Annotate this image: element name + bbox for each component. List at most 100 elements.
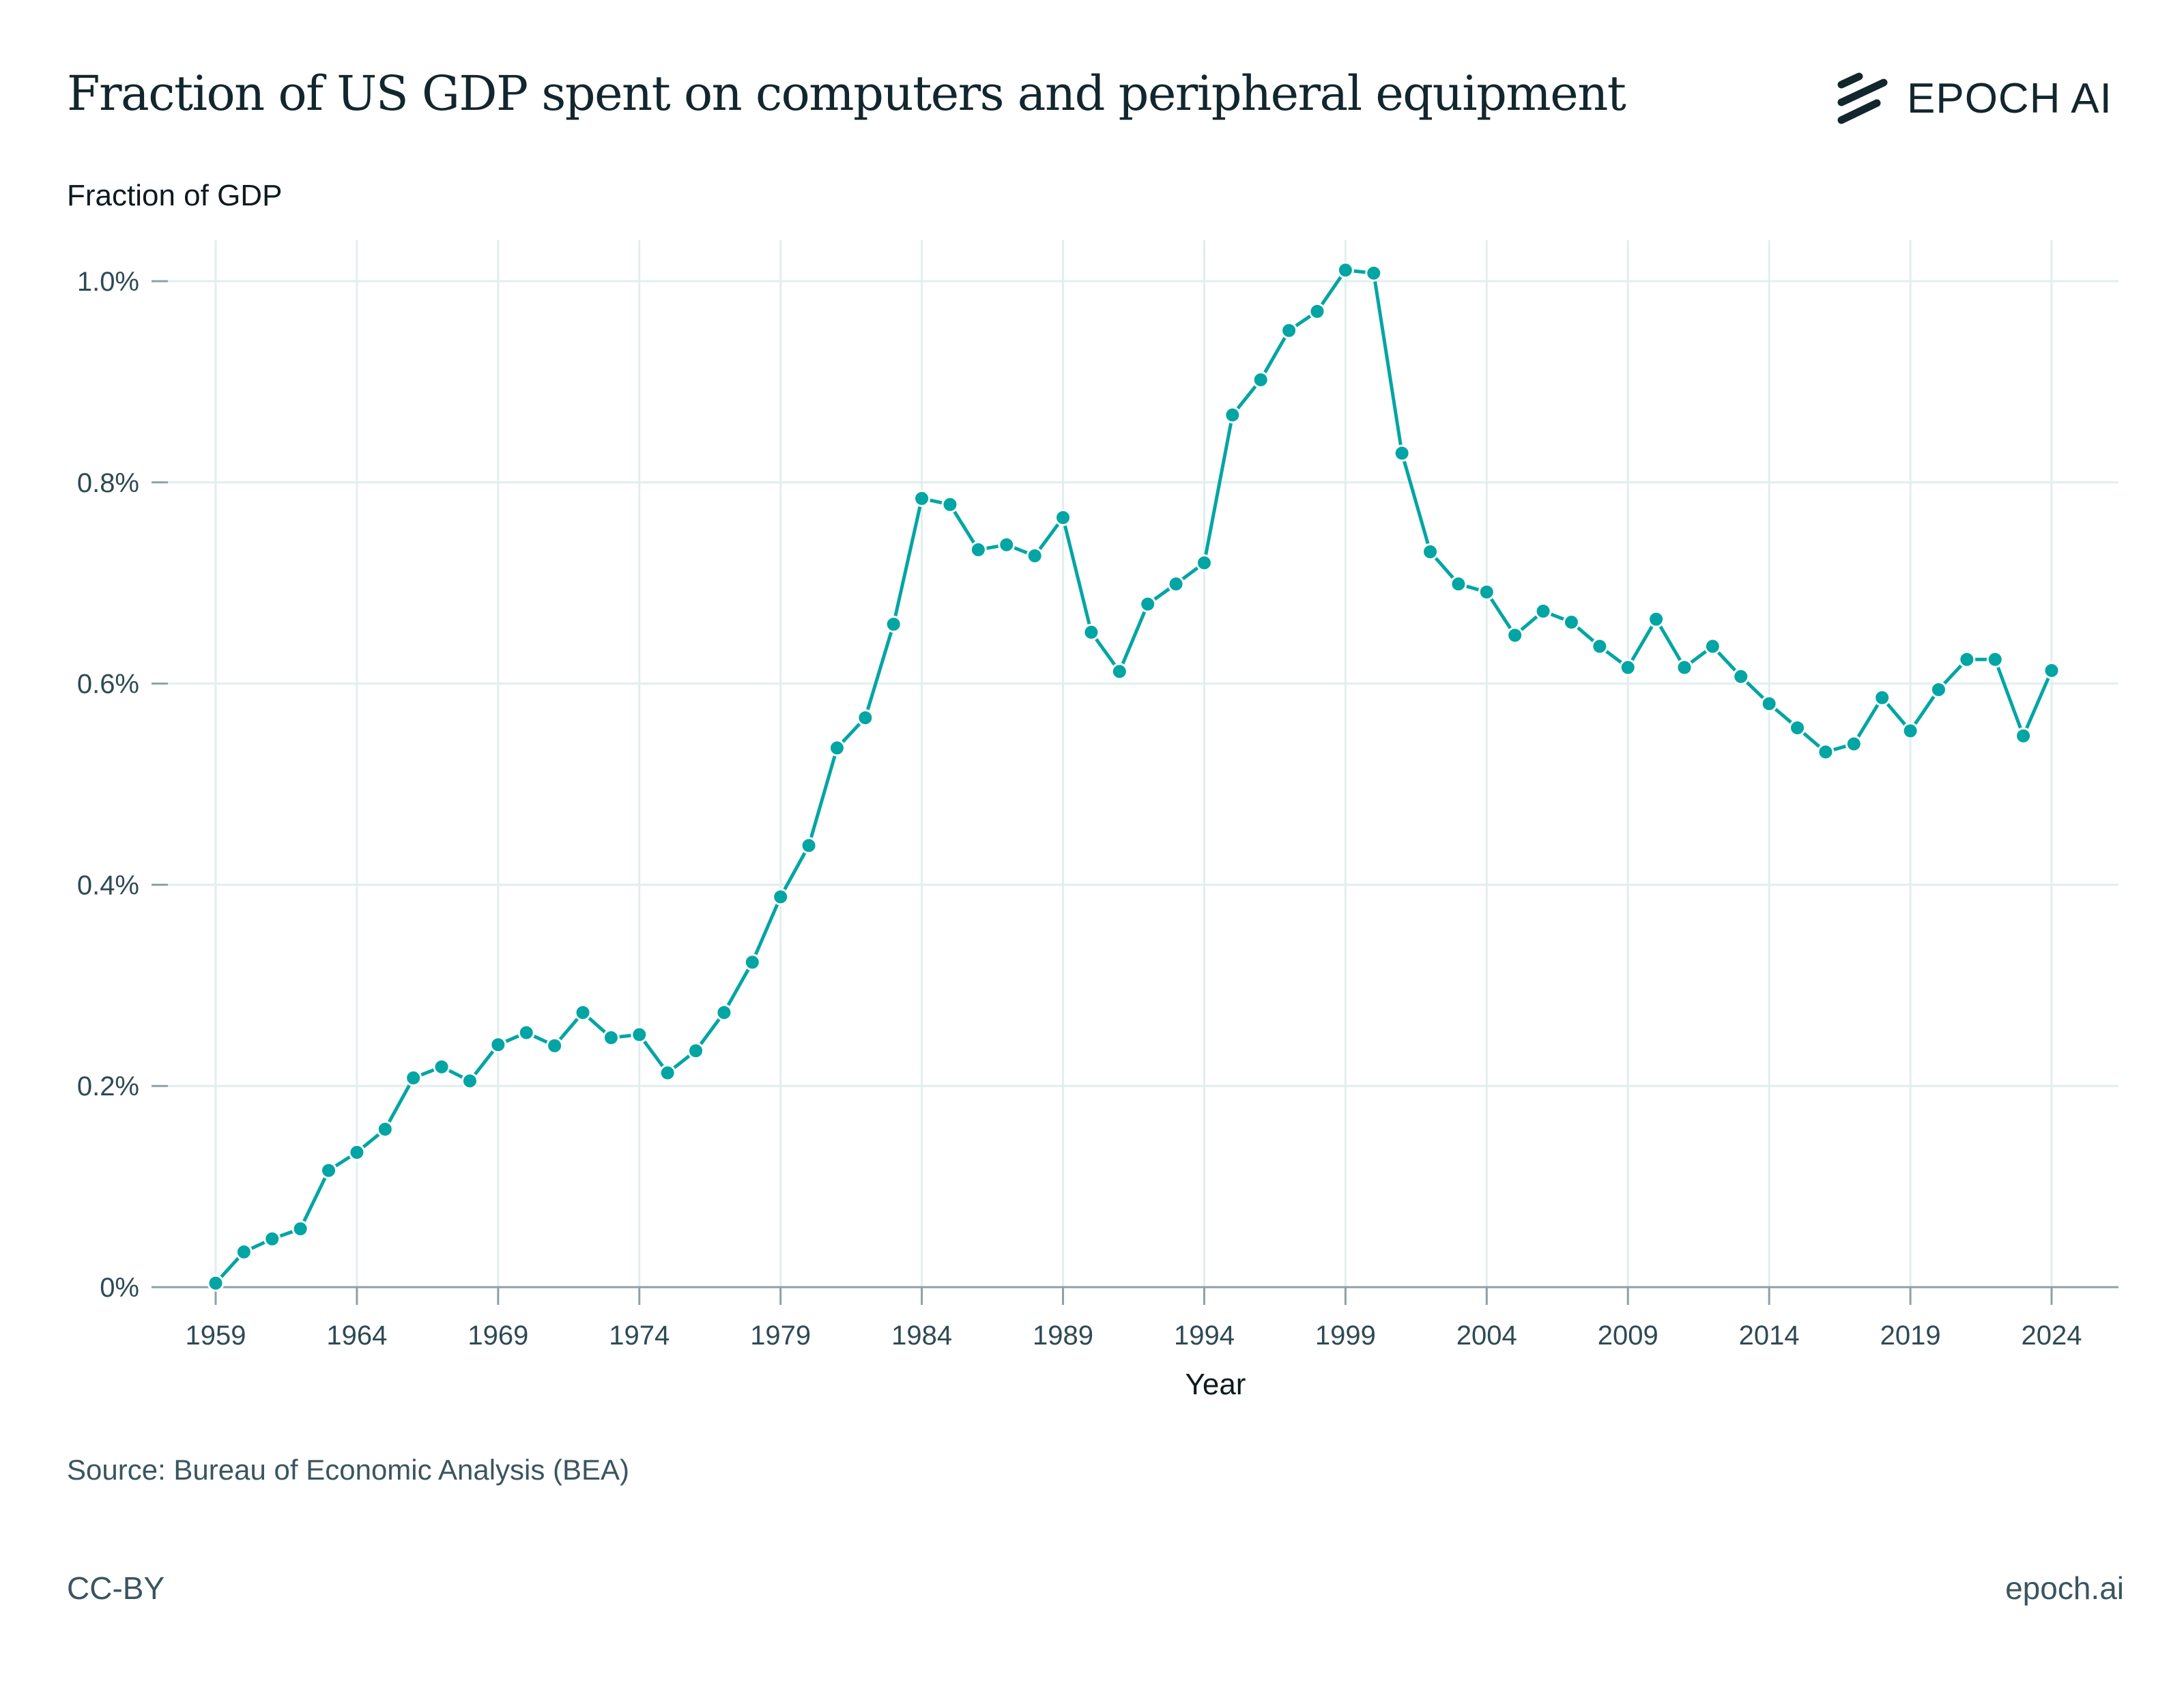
y-tick-label: 0.4% [77,870,139,900]
x-tick-label: 1989 [1033,1321,1093,1351]
data-point-1984[interactable] [913,489,931,507]
x-tick-label: 2009 [1598,1321,1658,1351]
x-tick-label: 2004 [1456,1321,1517,1351]
x-tick-label: 1974 [609,1321,670,1351]
data-point-1995[interactable] [1224,406,1241,424]
site-link[interactable]: epoch.ai [2005,1570,2124,1606]
data-point-1975[interactable] [659,1064,676,1082]
data-point-1972[interactable] [574,1004,592,1022]
x-tick-label: 2019 [1880,1321,1941,1351]
data-point-1963[interactable] [320,1162,338,1179]
y-tick-labels: 0% 0.2% 0.4% 0.6% 0.8% 1.0% [77,267,139,1303]
data-point-2005[interactable] [1506,627,1524,644]
data-point-1985[interactable] [941,495,959,513]
data-point-1965[interactable] [376,1121,394,1138]
y-tick-label: 0.2% [77,1071,139,1102]
data-point-1980[interactable] [800,837,818,854]
x-tick-label: 1964 [326,1321,387,1351]
data-point-1964[interactable] [348,1143,366,1161]
data-point-2010[interactable] [1648,610,1665,628]
data-point-2019[interactable] [1901,722,1919,740]
data-point-1978[interactable] [743,953,761,971]
data-point-1961[interactable] [263,1230,281,1248]
x-tick-label: 1969 [468,1321,528,1351]
epoch-logo-icon [1837,72,1888,124]
data-point-2020[interactable] [1929,680,1947,698]
data-point-2017[interactable] [1845,735,1863,753]
data-point-1983[interactable] [885,616,902,633]
data-point-1991[interactable] [1110,663,1128,680]
source-note: Source: Bureau of Economic Analysis (BEA… [67,1454,630,1486]
data-point-2006[interactable] [1534,602,1552,620]
data-point-1997[interactable] [1280,321,1298,339]
logo-text: EPOCH AI [1907,74,2112,122]
data-point-2012[interactable] [1704,637,1721,655]
data-point-1960[interactable] [235,1243,253,1261]
chart-title: Fraction of US GDP spent on computers an… [67,66,1626,121]
data-point-2015[interactable] [1789,719,1807,736]
data-point-1990[interactable] [1082,623,1100,641]
data-point-1998[interactable] [1308,302,1326,320]
data-point-2008[interactable] [1591,637,1609,655]
data-point-1993[interactable] [1167,575,1185,593]
data-point-2007[interactable] [1562,614,1580,631]
x-tick-label: 1959 [186,1321,246,1351]
data-point-2016[interactable] [1817,743,1835,761]
data-point-2024[interactable] [2043,661,2060,679]
data-point-2022[interactable] [1986,650,2004,668]
data-point-2004[interactable] [1478,583,1495,601]
vertical-gridlines [214,240,2053,1287]
x-tick-label: 1984 [891,1321,952,1351]
data-point-1996[interactable] [1252,371,1269,388]
data-point-1988[interactable] [1026,547,1044,564]
data-point-1959[interactable] [207,1274,225,1292]
data-point-2002[interactable] [1422,543,1439,561]
x-tick-label: 2024 [2022,1321,2082,1351]
data-point-2011[interactable] [1676,659,1693,676]
data-point-1992[interactable] [1139,595,1157,613]
license-label: CC-BY [67,1570,165,1606]
x-tick-label: 1994 [1174,1321,1235,1351]
x-axis-title: Year [1186,1368,1246,1401]
data-point-2018[interactable] [1873,689,1891,706]
data-point-1962[interactable] [291,1220,309,1238]
data-point-1977[interactable] [715,1004,733,1022]
data-point-1974[interactable] [631,1026,648,1044]
data-point-1969[interactable] [489,1036,507,1054]
x-tick-label: 1979 [750,1321,811,1351]
y-tick-label: 0.6% [77,670,139,700]
series-line [214,268,2054,1284]
x-tick-label: 2014 [1739,1321,1800,1351]
data-point-2013[interactable] [1732,667,1750,685]
data-point-1981[interactable] [828,739,846,757]
epoch-ai-logo: EPOCH AI [1836,71,2112,126]
data-point-2021[interactable] [1958,650,1976,668]
data-point-1979[interactable] [772,888,790,906]
data-point-2001[interactable] [1393,444,1411,462]
data-series [207,261,2060,1292]
data-point-1973[interactable] [602,1028,620,1046]
y-tick-label: 0% [100,1273,139,1303]
data-point-1967[interactable] [433,1058,450,1076]
data-point-1989[interactable] [1054,508,1072,526]
data-point-1971[interactable] [546,1037,564,1054]
data-point-2009[interactable] [1619,659,1637,676]
data-point-1986[interactable] [969,541,987,559]
axes [152,280,2118,1305]
data-point-1966[interactable] [405,1069,422,1087]
x-tick-labels: 1959 1964 1969 1974 1979 1984 1989 1994 1999 2004… [186,1321,2082,1351]
data-point-1968[interactable] [461,1072,478,1090]
data-point-1987[interactable] [998,536,1016,553]
horizontal-gridlines [168,280,2118,1087]
data-point-2023[interactable] [2015,727,2032,745]
data-point-2000[interactable] [1365,264,1383,282]
data-point-2014[interactable] [1760,695,1778,713]
data-point-1994[interactable] [1195,554,1213,572]
data-point-1970[interactable] [517,1024,535,1041]
data-point-2003[interactable] [1450,575,1467,593]
data-point-1982[interactable] [857,709,874,727]
data-point-1999[interactable] [1336,261,1354,279]
y-tick-label: 1.0% [77,267,139,297]
data-point-1976[interactable] [687,1042,705,1060]
